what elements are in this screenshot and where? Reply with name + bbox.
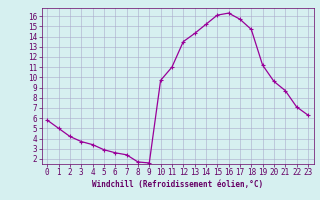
X-axis label: Windchill (Refroidissement éolien,°C): Windchill (Refroidissement éolien,°C) [92, 180, 263, 189]
